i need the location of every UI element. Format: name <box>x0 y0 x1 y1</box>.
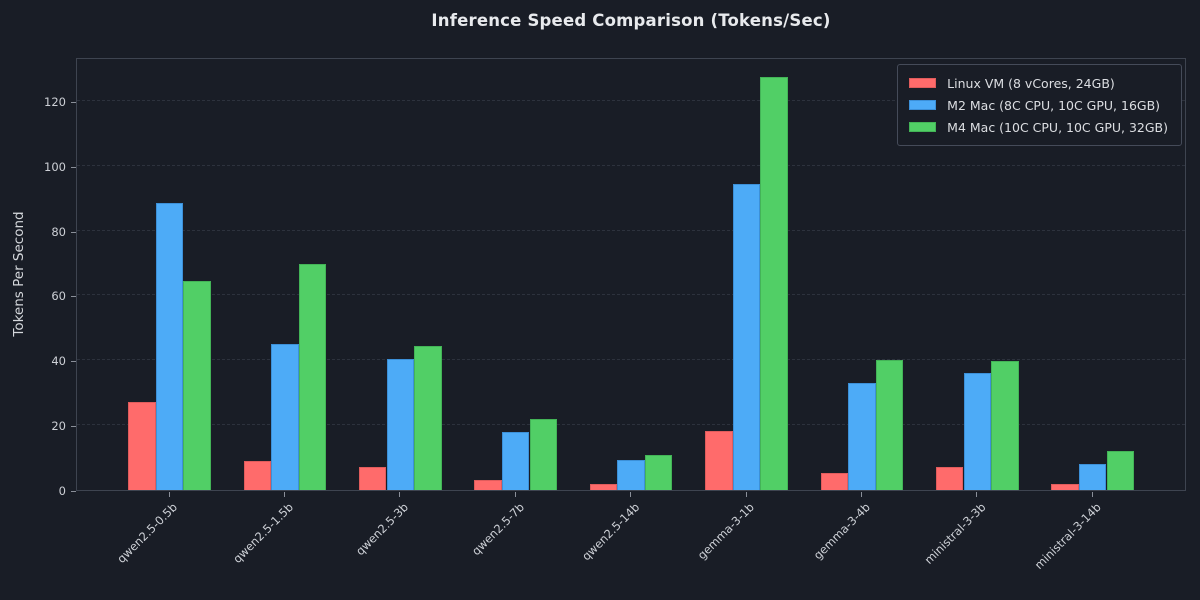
x-tick-label: ministral-3-14b <box>1031 500 1104 573</box>
legend-item-m4-mac: M4 Mac (10C CPU, 10C GPU, 32GB) <box>909 118 1168 136</box>
bar-qwen2.5-14b <box>589 483 618 490</box>
x-tick-mark <box>630 492 632 497</box>
x-tick-mark <box>976 492 978 497</box>
legend-item-linux-vm: Linux VM (8 vCores, 24GB) <box>909 74 1168 92</box>
bar-ministral-3-14b <box>1051 483 1079 490</box>
bar-gemma-3-1b <box>732 183 761 490</box>
legend-item-m2-mac: M2 Mac (8C CPU, 10C GPU, 16GB) <box>909 96 1168 114</box>
x-tick-label: ministral-3-3b <box>921 500 989 567</box>
bar-ministral-3-3b <box>991 361 1019 490</box>
bar-qwen2.5-3b <box>414 346 442 490</box>
x-tick-mark <box>860 492 862 497</box>
bar-qwen2.5-7b <box>529 419 558 490</box>
x-tick-mark <box>168 492 170 497</box>
bar-gemma-3-1b <box>760 77 788 490</box>
y-tick-label: 0 <box>58 484 66 498</box>
bar-ministral-3-14b <box>1106 451 1135 490</box>
y-tick-label: 100 <box>44 159 66 174</box>
bar-qwen2.5-0.5b <box>128 402 156 490</box>
bar-qwen2.5-7b <box>501 431 530 490</box>
x-tick-label: qwen2.5-3b <box>353 500 412 559</box>
x-tick-mark <box>514 492 516 497</box>
gridline <box>77 229 1185 231</box>
bar-ministral-3-3b <box>963 373 992 490</box>
bar-gemma-3-1b <box>705 430 733 490</box>
x-tick-label: qwen2.5-7b <box>468 500 527 559</box>
legend: Linux VM (8 vCores, 24GB) M2 Mac (8C CPU… <box>897 64 1182 146</box>
legend-label: M4 Mac (10C CPU, 10C GPU, 32GB) <box>947 119 1168 135</box>
y-tick-mark <box>71 296 76 298</box>
bar-qwen2.5-1.5b <box>298 263 327 490</box>
y-tick-label: 80 <box>51 224 66 239</box>
legend-swatch-1 <box>909 100 937 110</box>
bar-qwen2.5-0.5b <box>155 202 184 490</box>
legend-swatch-2 <box>909 122 937 132</box>
gridline <box>77 99 1185 101</box>
x-tick-label: qwen2.5-1.5b <box>229 500 296 566</box>
x-tick-mark <box>745 492 747 497</box>
legend-label: M2 Mac (8C CPU, 10C GPU, 16GB) <box>947 97 1161 113</box>
gridline <box>77 164 1185 166</box>
bar-ministral-3-3b <box>935 467 964 490</box>
legend-swatch-0 <box>909 78 937 88</box>
bar-qwen2.5-1.5b <box>271 344 299 490</box>
y-tick-label: 20 <box>51 419 66 434</box>
y-tick-mark <box>71 426 76 428</box>
y-tick-mark <box>71 231 76 233</box>
bar-qwen2.5-7b <box>474 479 502 490</box>
y-tick-label: 120 <box>44 94 66 109</box>
y-tick-mark <box>71 101 76 103</box>
bar-qwen2.5-3b <box>386 358 415 490</box>
chart-title: Inference Speed Comparison (Tokens/Sec) <box>431 11 831 30</box>
bar-gemma-3-4b <box>848 382 876 490</box>
y-tick-label: 60 <box>51 289 66 304</box>
x-tick-label: qwen2.5-14b <box>578 500 643 564</box>
bar-gemma-3-4b <box>875 360 904 490</box>
x-tick-label: qwen2.5-0.5b <box>114 500 181 566</box>
y-tick-label: 40 <box>51 354 66 369</box>
legend-label: Linux VM (8 vCores, 24GB) <box>947 75 1115 91</box>
gridline <box>77 359 1185 361</box>
gridline <box>77 424 1185 426</box>
bar-qwen2.5-1.5b <box>243 460 272 490</box>
gridline <box>77 294 1185 296</box>
x-tick-label: gemma-3-4b <box>810 500 873 563</box>
y-tick-mark <box>71 361 76 363</box>
bar-ministral-3-14b <box>1078 463 1107 490</box>
y-tick-mark <box>71 491 76 492</box>
bar-gemma-3-4b <box>820 472 849 490</box>
x-tick-mark <box>399 492 401 497</box>
bar-qwen2.5-14b <box>644 454 673 490</box>
bar-qwen2.5-0.5b <box>183 281 211 490</box>
plot-area: Linux VM (8 vCores, 24GB) M2 Mac (8C CPU… <box>76 58 1186 491</box>
bar-qwen2.5-3b <box>358 467 387 490</box>
x-tick-mark <box>283 492 285 497</box>
bar-qwen2.5-14b <box>617 459 645 490</box>
x-tick-label: gemma-3-1b <box>695 500 758 563</box>
y-tick-mark <box>71 166 76 168</box>
x-tick-mark <box>1091 492 1093 497</box>
